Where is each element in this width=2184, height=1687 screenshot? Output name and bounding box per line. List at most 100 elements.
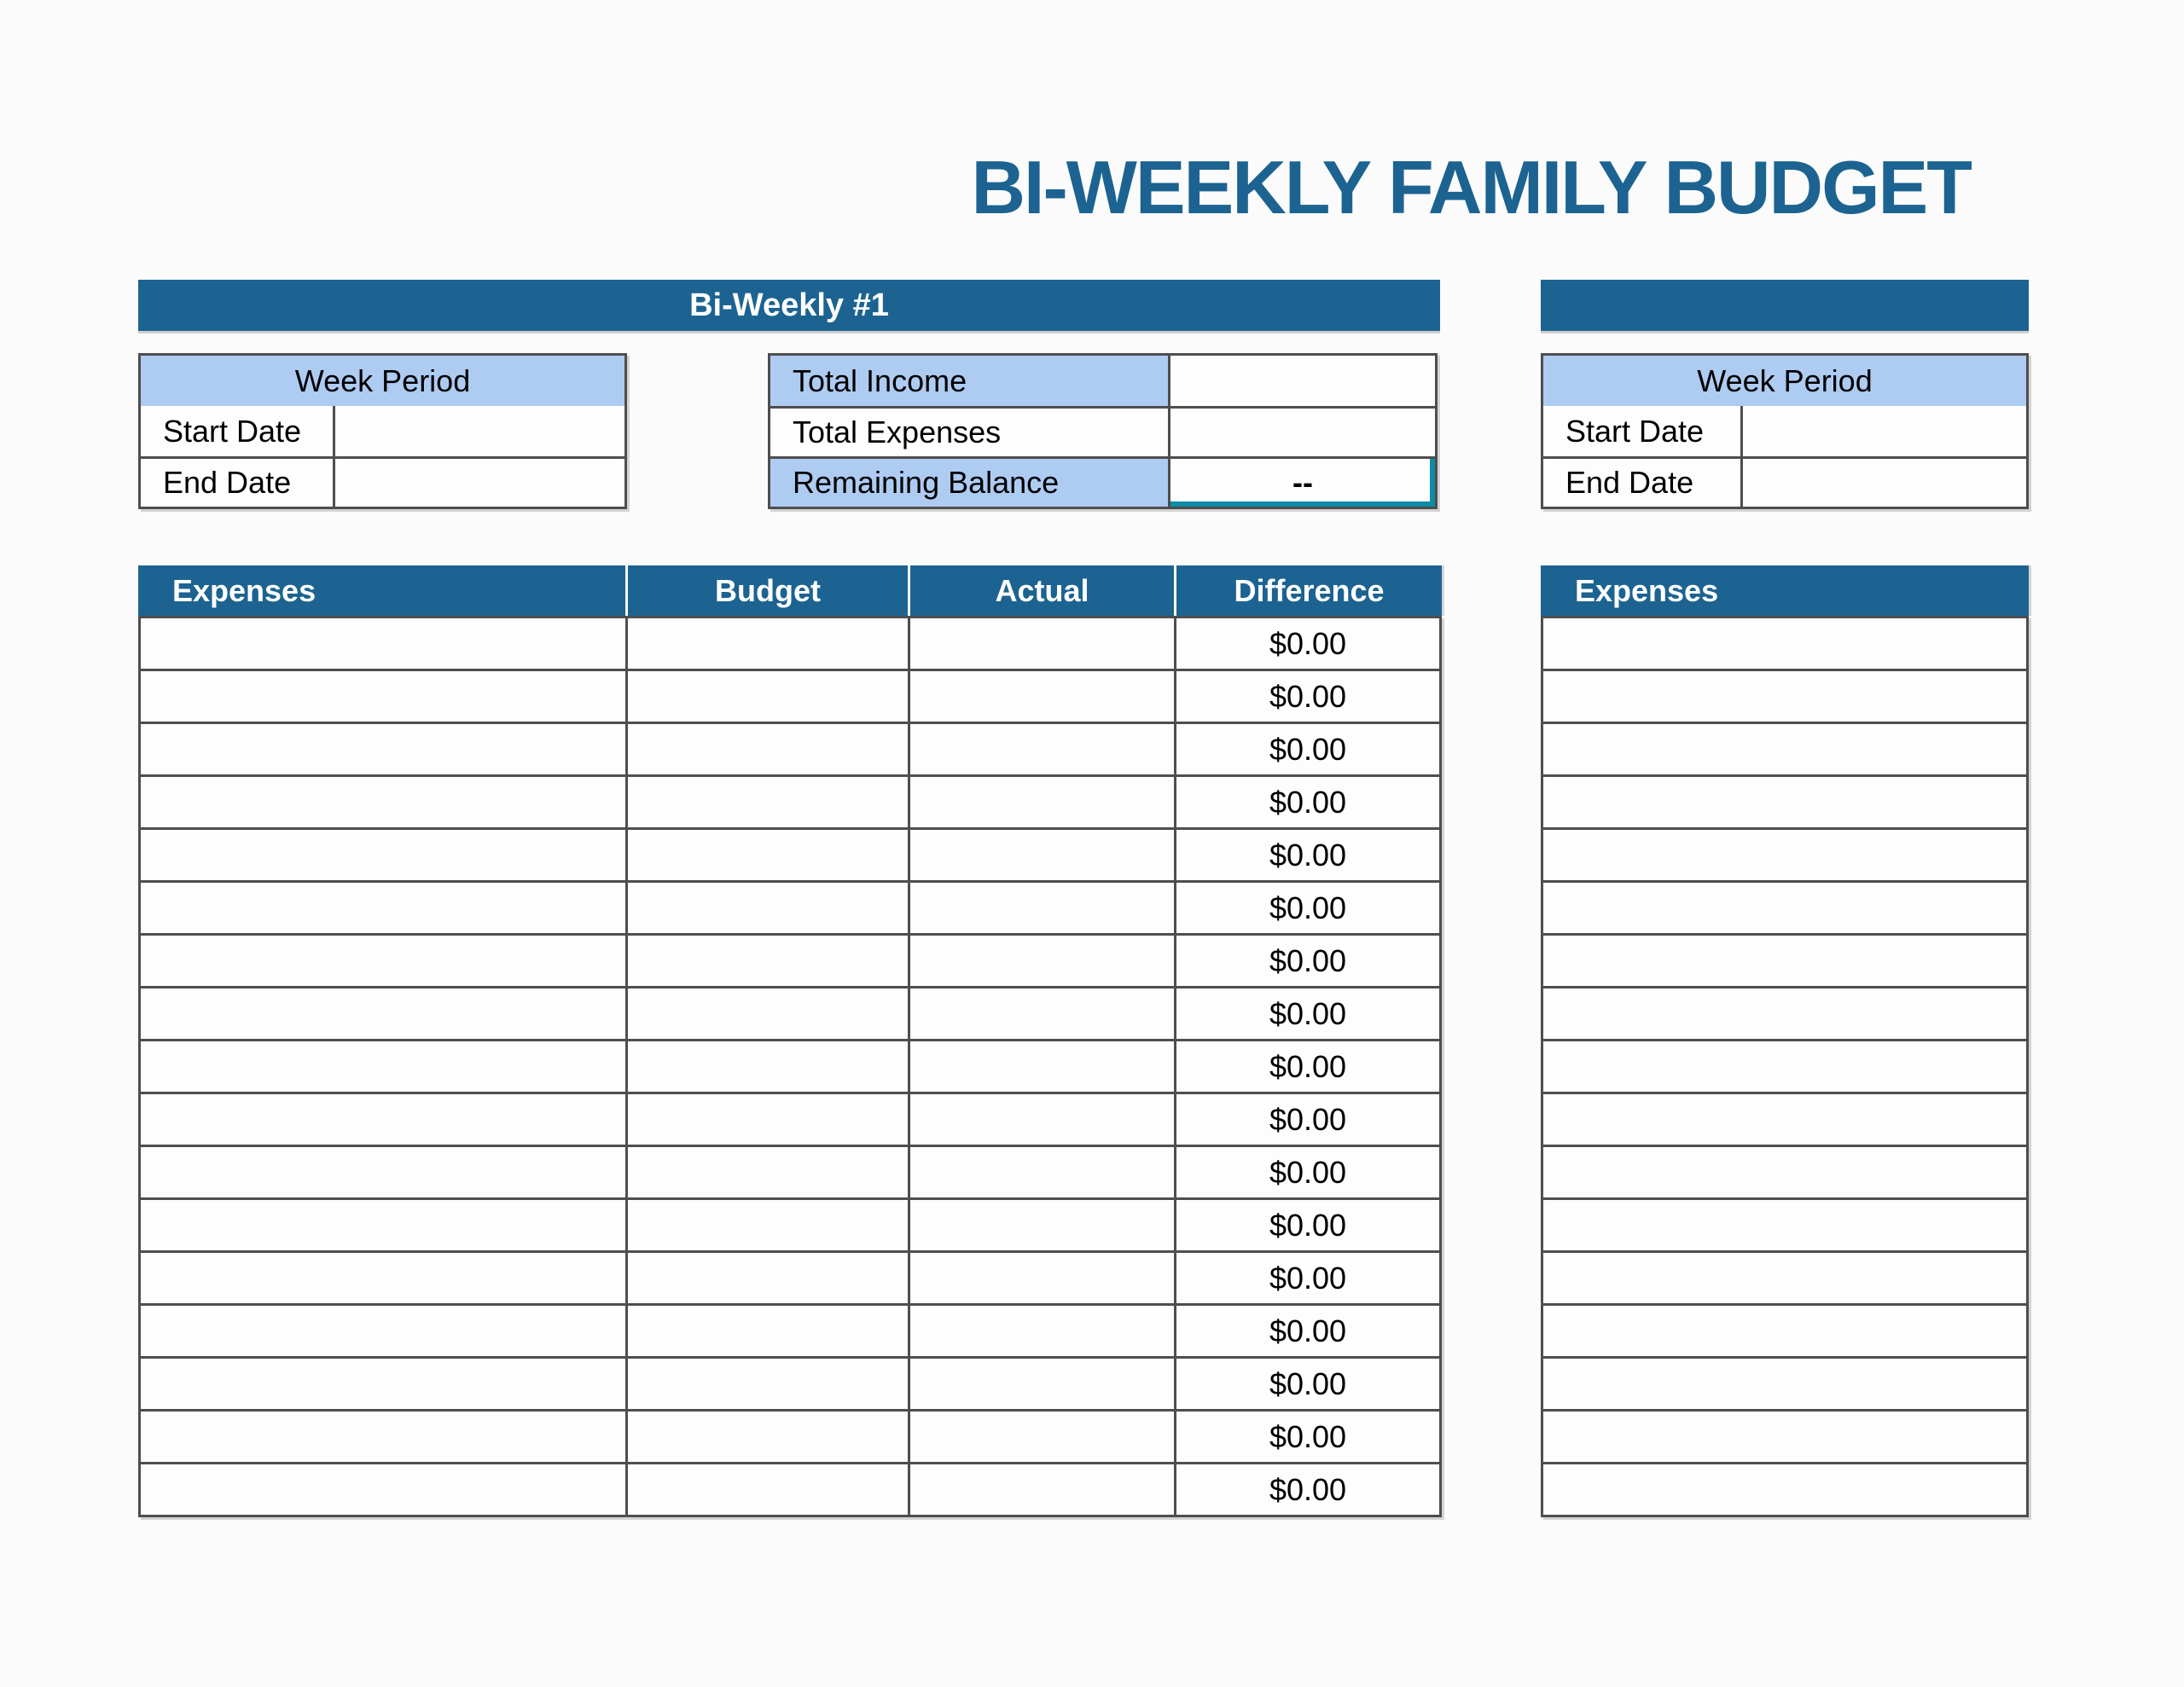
- difference-cell[interactable]: $0.00: [1174, 880, 1439, 933]
- expense-cell[interactable]: [141, 1250, 625, 1303]
- budget-cell[interactable]: [625, 1039, 908, 1092]
- budget-cell[interactable]: [625, 1197, 908, 1250]
- budget-cell[interactable]: [625, 827, 908, 880]
- expense-cell[interactable]: [141, 1303, 625, 1356]
- actual-cell[interactable]: [908, 933, 1174, 986]
- actual-cell[interactable]: [908, 722, 1174, 774]
- budget-cell[interactable]: [625, 1145, 908, 1197]
- expense-cell[interactable]: [141, 1197, 625, 1250]
- difference-cell[interactable]: $0.00: [1174, 1356, 1439, 1409]
- budget-cell[interactable]: [625, 1303, 908, 1356]
- difference-cell[interactable]: $0.00: [1174, 669, 1439, 722]
- end-date-input-2[interactable]: [1743, 459, 2026, 507]
- expense-cell[interactable]: [141, 669, 625, 722]
- actual-cell[interactable]: [908, 1462, 1174, 1515]
- difference-cell[interactable]: $0.00: [1174, 1250, 1439, 1303]
- difference-cell[interactable]: $0.00: [1174, 618, 1439, 669]
- actual-cell[interactable]: [908, 880, 1174, 933]
- expense-cell[interactable]: [1543, 986, 2026, 1039]
- expense-cell[interactable]: [141, 1039, 625, 1092]
- difference-cell[interactable]: $0.00: [1174, 1303, 1439, 1356]
- expense-cell[interactable]: [1543, 1409, 2026, 1462]
- difference-cell[interactable]: $0.00: [1174, 1039, 1439, 1092]
- expense-cell[interactable]: [141, 1145, 625, 1197]
- table-row: $0.00: [141, 880, 1439, 933]
- expense-cell[interactable]: [141, 880, 625, 933]
- expense-cell[interactable]: [141, 774, 625, 827]
- expense-cell[interactable]: [141, 1092, 625, 1145]
- budget-cell[interactable]: [625, 880, 908, 933]
- expense-cell[interactable]: [1543, 774, 2026, 827]
- budget-cell[interactable]: [625, 1356, 908, 1409]
- actual-cell[interactable]: [908, 827, 1174, 880]
- end-date-input-1[interactable]: [335, 459, 624, 507]
- expense-cell[interactable]: [141, 986, 625, 1039]
- expense-cell[interactable]: [1543, 880, 2026, 933]
- remaining-balance-value[interactable]: --: [1170, 459, 1435, 507]
- expense-cell[interactable]: [1543, 933, 2026, 986]
- difference-cell[interactable]: $0.00: [1174, 1145, 1439, 1197]
- budget-cell[interactable]: [625, 1092, 908, 1145]
- budget-cell[interactable]: [625, 986, 908, 1039]
- actual-cell[interactable]: [908, 1092, 1174, 1145]
- expense-cell[interactable]: [1543, 1303, 2026, 1356]
- difference-cell[interactable]: $0.00: [1174, 1462, 1439, 1515]
- actual-cell[interactable]: [908, 774, 1174, 827]
- table-row: [1543, 722, 2026, 774]
- expense-cell[interactable]: [141, 827, 625, 880]
- budget-cell[interactable]: [625, 1409, 908, 1462]
- difference-cell[interactable]: $0.00: [1174, 774, 1439, 827]
- actual-cell[interactable]: [908, 669, 1174, 722]
- table-row: [1543, 774, 2026, 827]
- table-row: [1543, 1092, 2026, 1145]
- actual-cell[interactable]: [908, 986, 1174, 1039]
- expense-cell[interactable]: [1543, 618, 2026, 669]
- start-date-input-2[interactable]: [1743, 406, 2026, 456]
- difference-cell[interactable]: $0.00: [1174, 1409, 1439, 1462]
- table-row: Total Expenses: [770, 406, 1435, 456]
- expense-cell[interactable]: [141, 1356, 625, 1409]
- actual-cell[interactable]: [908, 1303, 1174, 1356]
- actual-cell[interactable]: [908, 1409, 1174, 1462]
- expense-cell[interactable]: [141, 1409, 625, 1462]
- expense-cell[interactable]: [1543, 1197, 2026, 1250]
- actual-cell[interactable]: [908, 1356, 1174, 1409]
- difference-cell[interactable]: $0.00: [1174, 1092, 1439, 1145]
- table-row: [1543, 986, 2026, 1039]
- actual-cell[interactable]: [908, 618, 1174, 669]
- expense-cell[interactable]: [1543, 669, 2026, 722]
- difference-cell[interactable]: $0.00: [1174, 722, 1439, 774]
- difference-cell[interactable]: $0.00: [1174, 1197, 1439, 1250]
- expense-cell[interactable]: [1543, 722, 2026, 774]
- expense-cell[interactable]: [141, 1462, 625, 1515]
- expense-cell[interactable]: [1543, 1145, 2026, 1197]
- total-income-value[interactable]: [1170, 356, 1435, 406]
- expense-cell[interactable]: [1543, 1039, 2026, 1092]
- actual-cell[interactable]: [908, 1039, 1174, 1092]
- expense-cell[interactable]: [1543, 1462, 2026, 1515]
- difference-cell[interactable]: $0.00: [1174, 933, 1439, 986]
- budget-cell[interactable]: [625, 722, 908, 774]
- start-date-input-1[interactable]: [335, 406, 624, 456]
- expense-cell[interactable]: [141, 722, 625, 774]
- expense-cell[interactable]: [141, 933, 625, 986]
- total-expenses-value[interactable]: [1170, 409, 1435, 456]
- expense-cell[interactable]: [1543, 827, 2026, 880]
- budget-cell[interactable]: [625, 1250, 908, 1303]
- budget-cell[interactable]: [625, 618, 908, 669]
- actual-cell[interactable]: [908, 1197, 1174, 1250]
- expense-cell[interactable]: [1543, 1250, 2026, 1303]
- budget-cell[interactable]: [625, 774, 908, 827]
- difference-cell[interactable]: $0.00: [1174, 986, 1439, 1039]
- actual-cell[interactable]: [908, 1250, 1174, 1303]
- actual-cell[interactable]: [908, 1145, 1174, 1197]
- expense-cell[interactable]: [1543, 1356, 2026, 1409]
- budget-cell[interactable]: [625, 669, 908, 722]
- budget-cell[interactable]: [625, 1462, 908, 1515]
- table-row: Start Date: [141, 406, 624, 456]
- difference-cell[interactable]: $0.00: [1174, 827, 1439, 880]
- expense-cell[interactable]: [141, 618, 625, 669]
- budget-cell[interactable]: [625, 933, 908, 986]
- expense-cell[interactable]: [1543, 1092, 2026, 1145]
